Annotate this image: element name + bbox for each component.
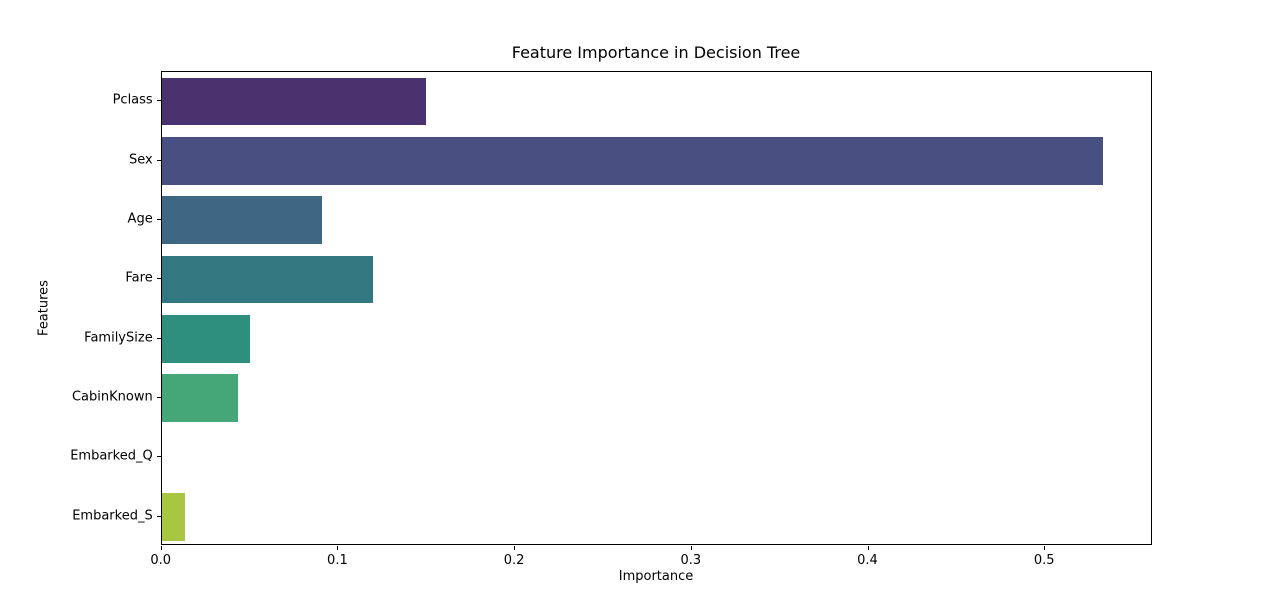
y-tick-mark (156, 515, 161, 517)
x-tick-label: 0.5 (1033, 552, 1055, 568)
y-tick-label: Pclass (112, 92, 153, 108)
y-tick-label: Embarked_Q (70, 448, 153, 464)
x-tick-mark (160, 545, 162, 550)
bar-pclass (161, 77, 427, 126)
plot-area (160, 70, 1152, 546)
x-tick-label: 0.2 (503, 552, 525, 568)
x-tick-label: 0.3 (680, 552, 702, 568)
bar-sex (161, 137, 1104, 185)
y-tick-mark (156, 278, 161, 280)
x-tick-mark (514, 545, 516, 550)
bar-cabinknown (161, 374, 238, 422)
y-tick-label: Sex (128, 152, 153, 168)
x-tick-label: 0.4 (857, 552, 878, 568)
y-tick-label: Embarked_S (72, 508, 153, 524)
x-tick-label: 0.1 (327, 552, 348, 568)
y-tick-label: Age (127, 211, 153, 227)
x-tick-mark (337, 545, 339, 550)
bar-embarked_s (161, 493, 185, 541)
bar-fare (161, 255, 374, 304)
y-tick-mark (156, 397, 161, 399)
chart-title: Feature Importance in Decision Tree (511, 43, 801, 62)
y-tick-mark (156, 100, 161, 102)
x-tick-mark (1044, 545, 1046, 550)
y-tick-mark (156, 219, 161, 221)
y-tick-label: CabinKnown (71, 389, 153, 405)
x-tick-mark (867, 545, 869, 550)
y-tick-mark (156, 456, 161, 458)
x-axis-label: Importance (618, 569, 694, 584)
y-tick-label: FamilySize (84, 330, 153, 346)
y-tick-mark (156, 159, 161, 161)
bar-age (161, 196, 323, 244)
y-tick-mark (156, 337, 161, 339)
x-tick-label: 0.0 (150, 552, 172, 568)
y-axis-label: Features (36, 280, 52, 336)
bar-familysize (161, 315, 250, 363)
y-tick-label: Fare (125, 270, 153, 286)
x-tick-mark (690, 545, 692, 550)
